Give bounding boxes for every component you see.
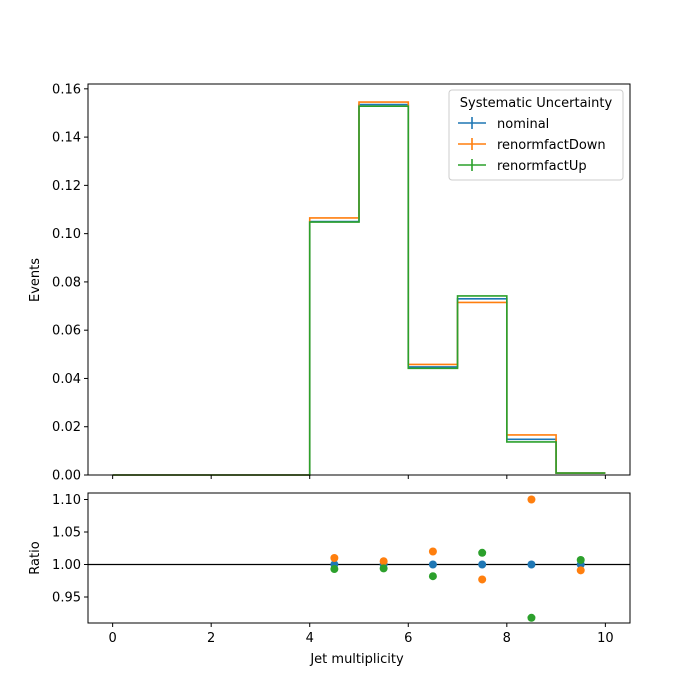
ratio-point-nominal bbox=[428, 560, 437, 569]
legend-label-renormfactdown: renormfactDown bbox=[497, 138, 606, 153]
x-axis-label: Jet multiplicity bbox=[309, 652, 404, 667]
ratio-point-renormfactup bbox=[330, 565, 339, 574]
ratio-points-group bbox=[330, 495, 585, 622]
ratio-point-renormfactup bbox=[527, 613, 536, 622]
main-y-axis-label: Events bbox=[28, 258, 43, 302]
ratio-y-tick-label: 0.95 bbox=[52, 591, 81, 606]
ratio-panel: 0.95 1.00 1.05 1.10 0 2 4 6 8 10 Ratio Jet multi… bbox=[28, 492, 631, 667]
main-y-tick-label: 0.12 bbox=[52, 179, 81, 194]
ratio-point-renormfactdown bbox=[330, 554, 339, 562]
legend-label-nominal: nominal bbox=[497, 117, 549, 132]
ratio-point-renormfactdown bbox=[576, 566, 585, 575]
x-tick-label: 4 bbox=[306, 631, 314, 646]
legend-box bbox=[448, 89, 624, 181]
legend-entry-renormfactdown: renormfactDown bbox=[458, 138, 606, 153]
ratio-point-renormfactdown bbox=[428, 547, 437, 556]
main-panel: 0.00 0.02 0.04 0.06 0.08 0.10 0.12 0.14 0.16 Eve… bbox=[28, 82, 631, 484]
main-y-tick-label: 0.14 bbox=[52, 131, 81, 146]
ratio-point-renormfactup bbox=[478, 548, 487, 557]
ratio-y-axis-label: Ratio bbox=[28, 541, 43, 574]
ratio-plot-area bbox=[88, 493, 630, 623]
x-tick-label: 6 bbox=[404, 631, 412, 646]
main-y-tick-label: 0.06 bbox=[52, 324, 81, 339]
main-y-tick-label: 0.16 bbox=[52, 82, 81, 97]
ratio-point-renormfactup bbox=[576, 555, 585, 564]
ratio-y-tick-label: 1.10 bbox=[52, 493, 81, 508]
ratio-point-nominal bbox=[478, 560, 487, 569]
ratio-point-nominal bbox=[527, 560, 536, 569]
ratio-point-renormfactup bbox=[428, 572, 437, 581]
ratio-y-axis: 0.95 1.00 1.05 1.10 bbox=[52, 493, 88, 606]
x-tick-label: 0 bbox=[108, 631, 116, 646]
legend-label-renormfactup: renormfactUp bbox=[497, 159, 587, 174]
x-tick-label: 8 bbox=[503, 631, 511, 646]
main-y-tick-label: 0.04 bbox=[52, 372, 81, 387]
ratio-point-renormfactup bbox=[379, 564, 388, 573]
legend-entry-renormfactup: renormfactUp bbox=[458, 159, 587, 174]
main-plot-frame bbox=[87, 83, 631, 476]
main-y-tick-label: 0.08 bbox=[52, 275, 81, 290]
ratio-point-renormfactdown bbox=[527, 495, 536, 504]
ratio-point-renormfactdown bbox=[379, 557, 388, 566]
ratio-y-tick-label: 1.00 bbox=[52, 558, 81, 573]
main-x-ticks bbox=[112, 475, 606, 479]
x-tick-label: 2 bbox=[207, 631, 215, 646]
x-tick-label: 10 bbox=[597, 631, 614, 646]
legend: Systematic Uncertainty nominal renormfac… bbox=[448, 89, 624, 181]
ratio-plot-frame bbox=[87, 492, 631, 624]
main-y-tick-label: 0.00 bbox=[52, 469, 81, 484]
ratio-y-tick-label: 1.05 bbox=[52, 526, 81, 541]
ratio-point-renormfactdown bbox=[478, 575, 487, 584]
main-y-tick-label: 0.10 bbox=[52, 227, 81, 242]
legend-entry-nominal: nominal bbox=[458, 117, 549, 132]
main-y-tick-label: 0.02 bbox=[52, 420, 81, 435]
legend-title: Systematic Uncertainty bbox=[460, 96, 613, 111]
main-y-axis: 0.00 0.02 0.04 0.06 0.08 0.10 0.12 0.14 0.16 bbox=[52, 82, 88, 484]
ratio-x-axis: 0 2 4 6 8 10 bbox=[108, 623, 614, 646]
